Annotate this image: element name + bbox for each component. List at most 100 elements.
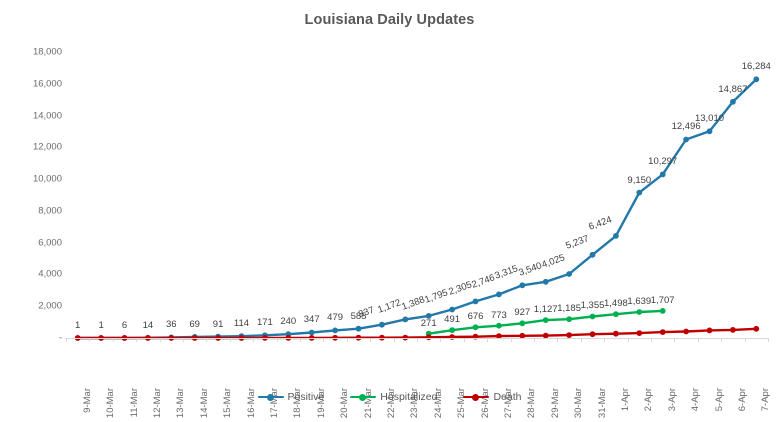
data-point-death xyxy=(706,327,713,334)
y-axis-tick: - xyxy=(58,332,62,344)
data-point-death xyxy=(402,334,409,341)
legend-swatch-icon xyxy=(257,392,284,402)
data-point-hospitalized xyxy=(449,327,455,334)
x-axis-tickmark xyxy=(417,338,418,342)
data-point-death xyxy=(308,335,315,341)
data-point-positive xyxy=(402,316,409,323)
x-axis-tickmark xyxy=(534,338,535,342)
x-axis: 9-Mar 10-Mar 11-Mar 12-Mar 13-Mar 14-Mar 15-Ma… xyxy=(66,344,772,418)
legend-item-positive[interactable]: Positive xyxy=(257,391,325,403)
data-point-positive xyxy=(355,325,362,332)
data-label: 12,496 xyxy=(671,121,701,133)
data-point-positive xyxy=(379,321,385,328)
data-point-positive xyxy=(566,271,572,277)
data-point-death xyxy=(355,334,362,341)
legend-item-hospitalized[interactable]: Hospitalized xyxy=(350,391,437,403)
x-axis-tickmark xyxy=(768,338,769,342)
data-label: 171 xyxy=(256,317,273,329)
legend-label: Death xyxy=(493,391,522,403)
data-point-death xyxy=(730,327,736,333)
data-point-death xyxy=(379,334,385,341)
data-label: 1,639 xyxy=(627,295,652,307)
data-label: 10,297 xyxy=(648,156,678,168)
data-point-positive xyxy=(589,251,596,258)
data-label: 14,867 xyxy=(718,83,748,95)
data-label: 1 xyxy=(98,319,104,331)
x-axis-tickmark xyxy=(206,338,208,342)
y-axis-tick: 14,000 xyxy=(32,110,62,122)
x-axis-tickmark xyxy=(721,338,723,342)
data-point-hospitalized xyxy=(542,317,549,323)
data-label: 585 xyxy=(350,310,367,322)
data-label: 773 xyxy=(490,309,507,321)
legend-item-death[interactable]: Death xyxy=(463,391,522,403)
data-point-positive xyxy=(706,128,713,135)
x-axis-tickmark xyxy=(183,338,184,342)
data-label: 13,010 xyxy=(694,113,725,125)
legend-label: Positive xyxy=(287,391,325,403)
data-point-hospitalized xyxy=(636,309,643,315)
y-axis-tick: 4,000 xyxy=(38,268,62,280)
y-axis-tick: 12,000 xyxy=(32,141,62,153)
x-axis-tickmark xyxy=(557,338,559,342)
data-point-positive xyxy=(308,329,315,336)
data-label: 1,185 xyxy=(557,303,581,315)
data-point-death xyxy=(332,334,338,341)
x-axis-tickmark xyxy=(440,338,442,342)
data-point-positive xyxy=(613,233,619,239)
data-label: 114 xyxy=(233,318,250,330)
y-axis-tick: 2,000 xyxy=(38,300,62,312)
data-label: 479 xyxy=(327,312,344,324)
data-point-hospitalized xyxy=(589,313,596,320)
x-axis-tickmark xyxy=(89,338,91,342)
data-point-death xyxy=(496,333,502,339)
data-point-death xyxy=(683,328,689,335)
x-axis-tickmark xyxy=(159,338,161,342)
y-axis-tick: 6,000 xyxy=(38,237,62,249)
data-label: 16,284 xyxy=(741,61,771,73)
data-label: 347 xyxy=(303,314,320,326)
data-point-death xyxy=(262,335,268,341)
data-label: 271 xyxy=(420,317,437,329)
data-point-positive xyxy=(519,282,526,289)
data-label: 491 xyxy=(444,314,461,326)
x-axis-tickmark xyxy=(323,338,325,342)
data-point-death xyxy=(636,330,643,336)
data-point-hospitalized xyxy=(472,324,479,331)
data-point-death xyxy=(519,332,526,339)
data-label: 927 xyxy=(514,307,531,319)
x-axis-tickmark xyxy=(604,338,606,342)
data-label: 69 xyxy=(189,318,200,330)
data-label: 1,498 xyxy=(604,298,628,310)
data-point-death xyxy=(613,330,619,337)
y-axis: - 2,000 4,000 6,000 8,000 10,000 12,000 14,000 1… xyxy=(6,44,62,344)
data-label: 6 xyxy=(121,319,128,331)
y-axis-tick: 18,000 xyxy=(32,46,62,58)
x-axis-tickmark xyxy=(346,338,348,342)
data-point-positive xyxy=(449,306,455,313)
x-axis-tickmark xyxy=(487,338,489,342)
legend-swatch-icon xyxy=(463,392,490,402)
data-point-death xyxy=(589,331,596,338)
data-point-death xyxy=(753,325,760,332)
data-label: 1,127 xyxy=(533,304,558,316)
data-point-positive xyxy=(683,136,689,143)
data-point-positive xyxy=(730,98,736,105)
data-point-death xyxy=(285,335,292,341)
data-point-hospitalized xyxy=(613,311,619,318)
data-point-hospitalized xyxy=(519,320,526,327)
data-point-positive xyxy=(659,171,666,178)
x-axis-tickmark xyxy=(697,338,699,342)
x-axis-tickmark xyxy=(393,338,395,342)
x-axis-tickmark xyxy=(580,338,582,342)
data-point-positive xyxy=(496,291,502,298)
data-point-death xyxy=(659,329,666,335)
data-point-death xyxy=(542,332,549,339)
data-point-positive xyxy=(753,76,760,83)
data-point-hospitalized xyxy=(659,308,666,314)
x-axis-tickmark xyxy=(651,338,652,342)
chart-legend: Positive Hospitalized Death xyxy=(0,391,779,403)
x-axis-tickmark xyxy=(370,338,372,342)
x-axis-tickmark xyxy=(627,338,629,342)
x-axis-tickmark xyxy=(112,338,114,342)
